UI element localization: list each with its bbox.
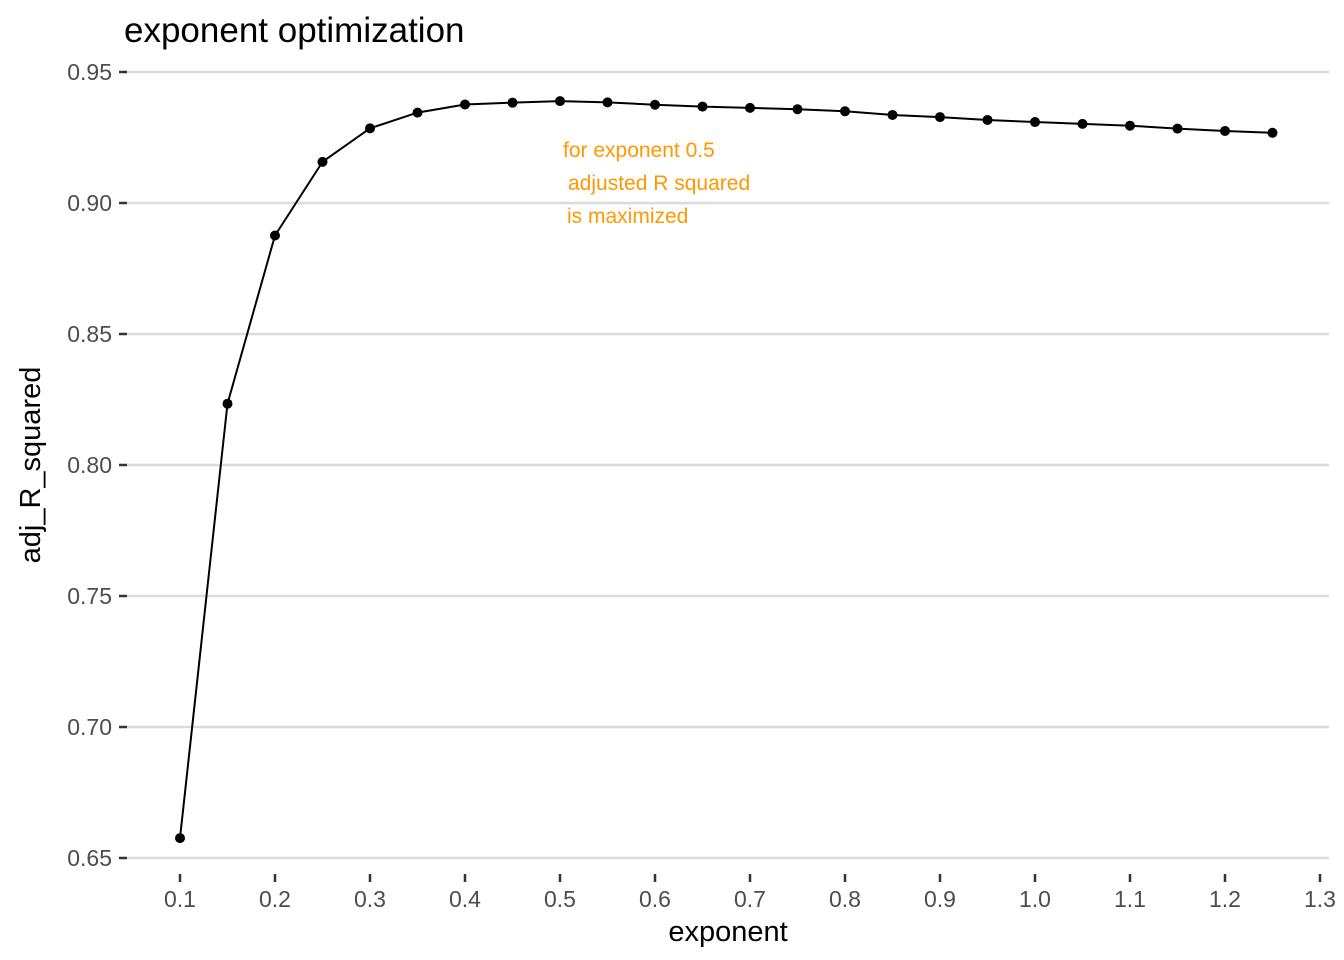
- series-layer: [175, 96, 1278, 844]
- data-point: [412, 107, 423, 118]
- data-point: [222, 398, 233, 409]
- data-point: [507, 97, 518, 108]
- axis-ticks-layer: [119, 70, 1322, 882]
- chart-title: exponent optimization: [124, 11, 465, 50]
- annotation-line-2: adjusted R squared: [568, 172, 750, 195]
- x-tick-label: 0.4: [449, 886, 481, 912]
- gridlines-layer: [127, 70, 1329, 860]
- x-tick-label: 0.8: [829, 886, 861, 912]
- data-point: [365, 123, 375, 134]
- data-point: [887, 109, 898, 120]
- x-tick-label: 0.7: [734, 886, 766, 912]
- data-point: [1267, 127, 1278, 138]
- data-point: [317, 156, 328, 167]
- data-point: [602, 97, 613, 108]
- annotation: for exponent 0.5 adjusted R squared is m…: [563, 139, 750, 228]
- data-point: [1220, 125, 1230, 136]
- data-point: [1030, 117, 1040, 128]
- y-tick-label: 0.90: [67, 190, 112, 216]
- data-point: [792, 104, 803, 115]
- x-tick-label: 0.6: [639, 886, 671, 912]
- data-point: [1125, 120, 1135, 131]
- x-tick-label: 0.3: [354, 886, 386, 912]
- data-point: [697, 101, 708, 112]
- x-tick-label: 0.2: [259, 886, 291, 912]
- data-point: [460, 99, 470, 110]
- y-tick-label: 0.75: [67, 583, 112, 609]
- data-point: [1172, 123, 1183, 134]
- x-tick-label: 0.1: [164, 886, 196, 912]
- data-point: [175, 833, 185, 844]
- x-tick-label: 1.2: [1209, 886, 1241, 912]
- x-tick-label: 0.9: [924, 886, 956, 912]
- series-line: [179, 100, 1273, 839]
- data-point: [555, 96, 565, 107]
- data-point: [650, 99, 660, 110]
- data-point: [840, 106, 850, 117]
- x-tick-label: 1.3: [1304, 886, 1336, 912]
- x-tick-label: 1.1: [1114, 886, 1146, 912]
- y-axis-title: adj_R_squared: [15, 367, 47, 564]
- y-tick-label: 0.85: [67, 321, 112, 347]
- y-tick-label: 0.80: [67, 452, 112, 478]
- y-tick-label: 0.95: [67, 59, 112, 85]
- data-point: [935, 112, 945, 123]
- data-point: [745, 102, 755, 113]
- y-tick-label: 0.70: [67, 714, 112, 740]
- tick-labels-layer: 0.65 0.70 0.75 0.80 0.85 0.90 0.95 0.1 0.2 0.3 0.4…: [67, 59, 1336, 912]
- annotation-line-1: for exponent 0.5: [563, 139, 715, 162]
- y-tick-label: 0.65: [67, 845, 112, 871]
- data-point: [270, 230, 280, 241]
- x-tick-label: 1.0: [1019, 886, 1051, 912]
- x-tick-label: 0.5: [544, 886, 576, 912]
- data-point: [1077, 118, 1088, 129]
- x-axis-title: exponent: [668, 916, 787, 948]
- annotation-line-3: is maximized: [567, 205, 688, 228]
- data-point: [982, 114, 993, 125]
